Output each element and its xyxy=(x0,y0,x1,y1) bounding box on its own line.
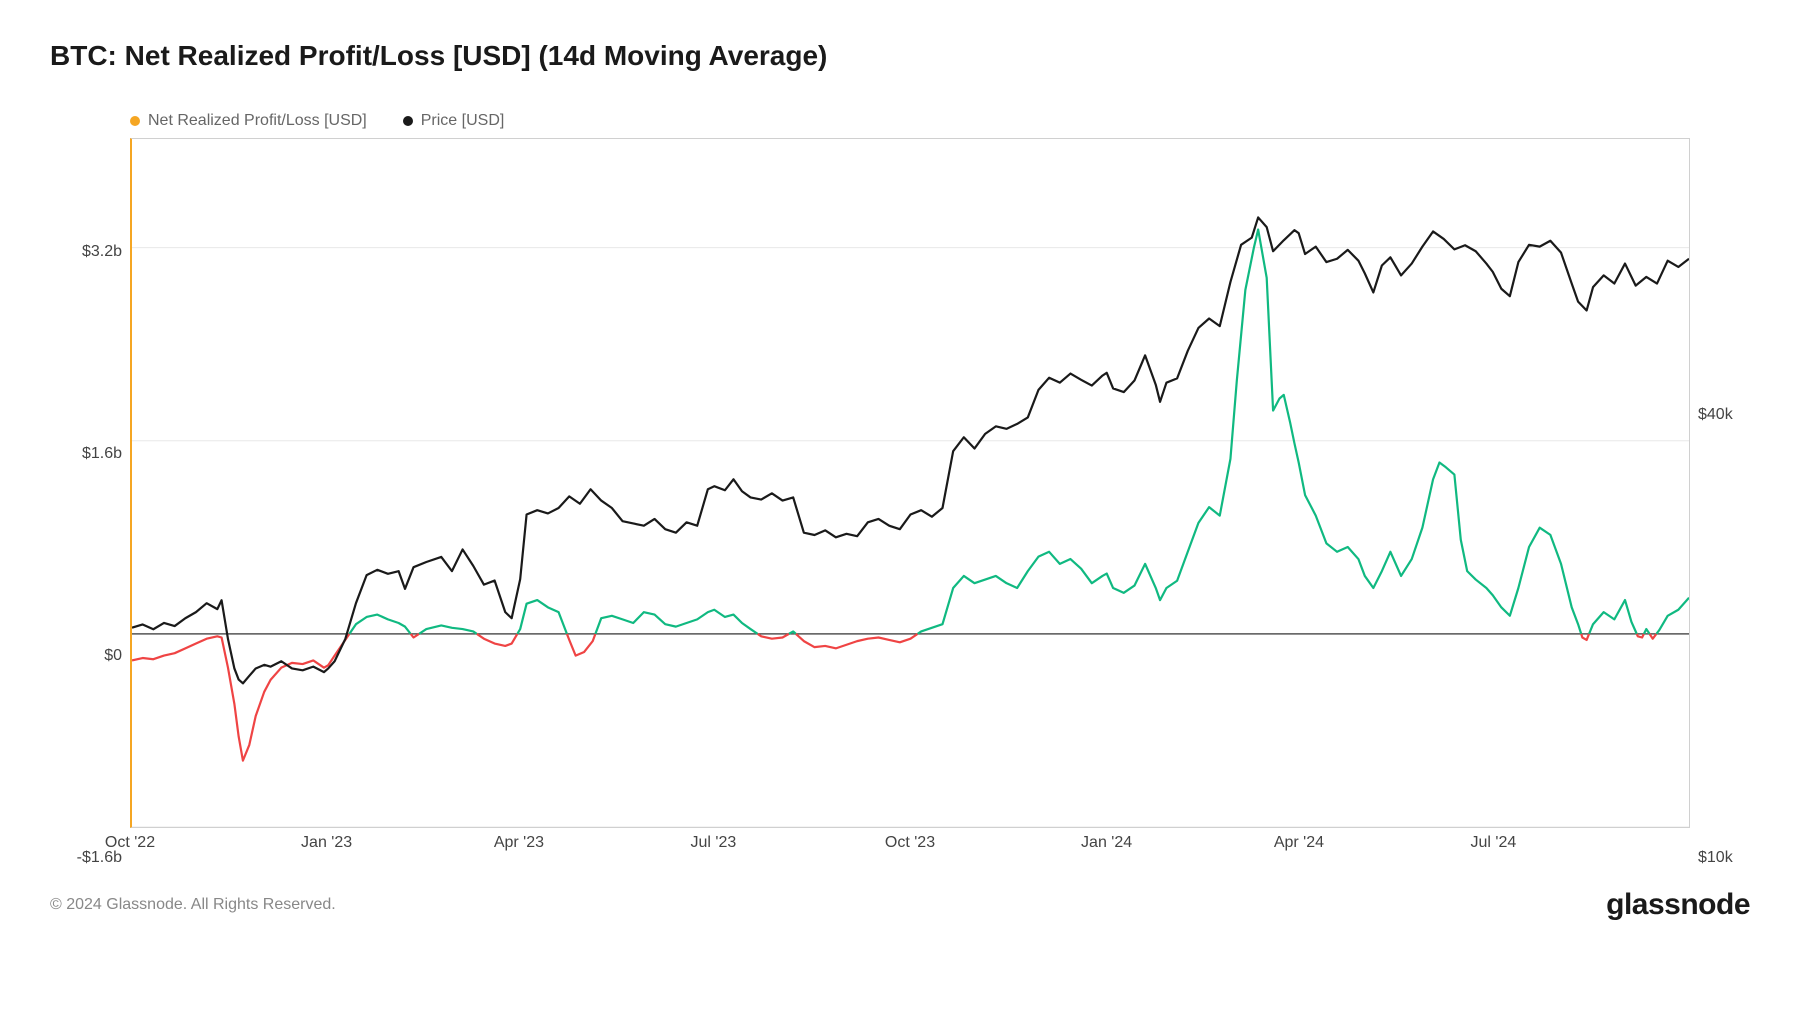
x-tick: Jul '23 xyxy=(691,834,737,852)
chart-area: -$1.6b$0$1.6b$3.2b $10k$40k Oct '22Jan '… xyxy=(50,138,1750,858)
x-tick: Jan '23 xyxy=(301,834,352,852)
legend-item-price: Price [USD] xyxy=(403,112,505,130)
copyright: © 2024 Glassnode. All Rights Reserved. xyxy=(50,896,336,914)
x-tick: Jul '24 xyxy=(1471,834,1517,852)
x-tick: Oct '22 xyxy=(105,834,155,852)
brand-logo: glassnode xyxy=(1606,888,1750,922)
x-tick: Apr '24 xyxy=(1274,834,1324,852)
y-axis-left: -$1.6b$0$1.6b$3.2b xyxy=(50,138,130,858)
y-left-tick: $3.2b xyxy=(50,243,130,261)
y-axis-right: $10k$40k xyxy=(1690,138,1750,858)
y-right-tick: $40k xyxy=(1690,406,1750,424)
legend: Net Realized Profit/Loss [USD] Price [US… xyxy=(130,112,1750,130)
legend-label-price: Price [USD] xyxy=(421,112,505,130)
chart-title: BTC: Net Realized Profit/Loss [USD] (14d… xyxy=(50,40,1750,72)
y-right-tick: $10k xyxy=(1690,849,1750,867)
x-tick: Jan '24 xyxy=(1081,834,1132,852)
footer: © 2024 Glassnode. All Rights Reserved. g… xyxy=(50,888,1750,922)
y-left-tick: $0 xyxy=(50,647,130,665)
legend-item-pnl: Net Realized Profit/Loss [USD] xyxy=(130,112,367,130)
plot-region xyxy=(130,138,1690,828)
x-tick: Apr '23 xyxy=(494,834,544,852)
legend-dot-price xyxy=(403,116,413,126)
legend-label-pnl: Net Realized Profit/Loss [USD] xyxy=(148,112,367,130)
legend-dot-pnl xyxy=(130,116,140,126)
chart-svg xyxy=(132,139,1689,827)
x-tick: Oct '23 xyxy=(885,834,935,852)
y-left-tick: $1.6b xyxy=(50,445,130,463)
x-axis: Oct '22Jan '23Apr '23Jul '23Oct '23Jan '… xyxy=(130,828,1690,858)
